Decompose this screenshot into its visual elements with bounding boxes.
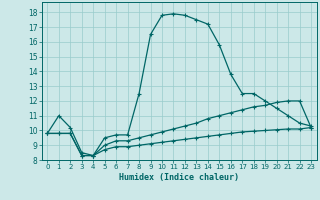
X-axis label: Humidex (Indice chaleur): Humidex (Indice chaleur) <box>119 173 239 182</box>
